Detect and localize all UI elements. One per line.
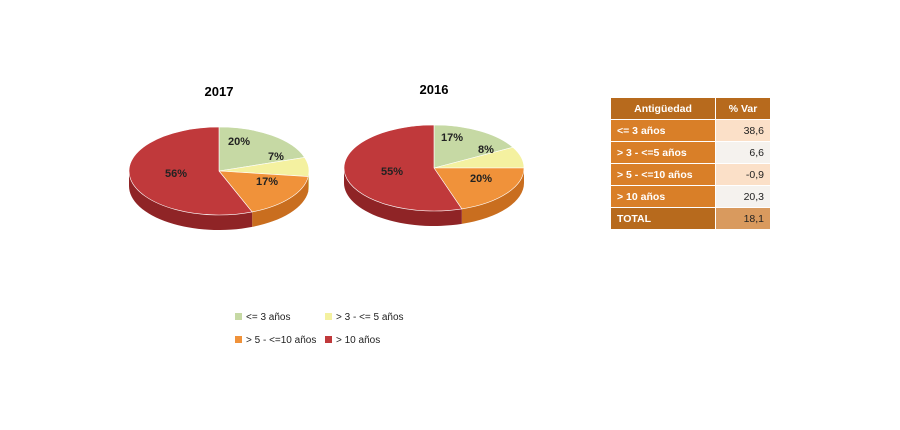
pie-2017-slices [128, 126, 310, 230]
legend-item-0: <= 3 años [235, 312, 290, 323]
table-cell-label: <= 3 años [610, 119, 716, 142]
legend-label-0: <= 3 años [246, 312, 290, 323]
legend-label-1: > 3 - <= 5 años [336, 312, 404, 323]
pie-2016-labels: 17% 8% 20% 55% [381, 132, 494, 185]
table-header-antiguedad: Antigüedad [610, 97, 716, 120]
legend-item-1: > 3 - <= 5 años [325, 312, 404, 323]
table-cell-label: TOTAL [610, 207, 716, 230]
pie-2017-slice-2 [218, 170, 309, 213]
variation-table: Antigüedad % Var <= 3 años 38,6 > 3 - <=… [610, 97, 771, 230]
table-cell-label: > 10 años [610, 185, 716, 208]
legend-label-3: > 10 años [336, 335, 380, 346]
legend-swatch-1 [325, 313, 332, 320]
pie-2016-side-3 [344, 168, 462, 226]
pie-2016-label-2: 20% [470, 173, 492, 185]
pie-2016-slice-3 [343, 124, 463, 212]
pie-2017-slice-0 [218, 126, 306, 172]
legend-swatch-2 [235, 336, 242, 343]
pie-2016-label-0: 17% [441, 132, 463, 144]
table-row: > 5 - <=10 años -0,9 [610, 163, 771, 186]
table-cell-value: 20,3 [715, 185, 771, 208]
table-cell-value: -0,9 [715, 163, 771, 186]
table-row: <= 3 años 38,6 [610, 119, 771, 142]
table-cell-value: 38,6 [715, 119, 771, 142]
pie-2016-label-1: 8% [478, 144, 494, 156]
pie-2017-side-2 [252, 176, 309, 227]
legend: <= 3 años > 3 - <= 5 años > 5 - <=10 año… [235, 312, 404, 346]
pie-title-2017: 2017 [205, 84, 234, 99]
pie-2017-label-1: 7% [268, 151, 284, 163]
table-row: > 3 - <=5 años 6,6 [610, 141, 771, 164]
pie-2017-labels: 20% 7% 17% 56% [165, 136, 284, 188]
table-cell-value: 6,6 [715, 141, 771, 164]
pie-chart-2016: 2016 17% 8% 20% 55% [343, 82, 525, 226]
pie-chart-2017: 2017 20% 7% 17% 56% [128, 84, 310, 230]
legend-label-2: > 5 - <=10 años [246, 335, 316, 346]
legend-item-2: > 5 - <=10 años [235, 335, 316, 346]
pie-2016-slice-2 [433, 167, 525, 210]
table-row: > 10 años 20,3 [610, 185, 771, 208]
table-header-var: % Var [715, 97, 771, 120]
table-row-total: TOTAL 18,1 [610, 207, 771, 230]
pie-title-2016: 2016 [420, 82, 449, 97]
legend-swatch-3 [325, 336, 332, 343]
pie-2017-slice-3 [128, 126, 253, 216]
legend-swatch-0 [235, 313, 242, 320]
table-header-row: Antigüedad % Var [610, 97, 771, 120]
table-cell-value: 18,1 [715, 207, 771, 230]
pie-2017-label-0: 20% [228, 136, 250, 148]
pie-2017-label-2: 17% [256, 176, 278, 188]
pie-2017-label-3: 56% [165, 168, 187, 180]
pie-2016-side-2 [461, 168, 524, 224]
pie-2016-slices [343, 124, 525, 226]
table-cell-label: > 5 - <=10 años [610, 163, 716, 186]
pie-2016-slice-0 [433, 124, 514, 169]
pie-2016-label-3: 55% [381, 166, 403, 178]
table-cell-label: > 3 - <=5 años [610, 141, 716, 164]
legend-item-3: > 10 años [325, 335, 380, 346]
